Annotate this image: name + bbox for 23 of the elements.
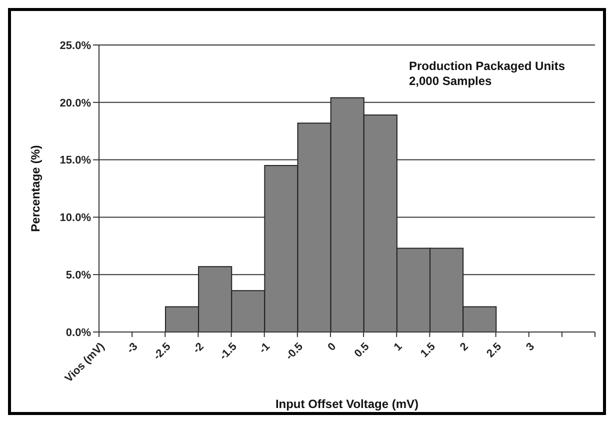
y-axis-title: Percentage (%) bbox=[28, 145, 42, 232]
annotation: Production Packaged Units bbox=[409, 59, 566, 74]
y-tick-label: 10.0% bbox=[60, 212, 92, 224]
x-tick-label: 2.5 bbox=[484, 340, 504, 360]
x-tick-label: 1.5 bbox=[418, 340, 438, 360]
x-tick-label: -3 bbox=[124, 340, 140, 356]
x-tick-label: -2 bbox=[190, 340, 206, 356]
x-tick-label: 2 bbox=[458, 340, 471, 354]
y-tick-label: 5.0% bbox=[66, 270, 92, 282]
annotation: 2,000 Samples bbox=[409, 74, 493, 89]
y-tick-label: 20.0% bbox=[60, 97, 92, 110]
x-tick-label: -2.5 bbox=[151, 340, 174, 363]
x-tick-label: 0.5 bbox=[352, 340, 372, 360]
x-tick-label: 1 bbox=[392, 340, 405, 354]
x-tick-label: -1.5 bbox=[217, 340, 240, 363]
y-tick-label: 0.0% bbox=[66, 326, 92, 339]
x-tick-label: -0.5 bbox=[284, 340, 306, 363]
x-axis-title: Input Offset Voltage (mV) bbox=[275, 397, 419, 411]
y-tick-label: 15.0% bbox=[60, 154, 92, 167]
x-tick-label: 3 bbox=[524, 340, 537, 354]
y-tick-label: 25.0% bbox=[60, 40, 92, 52]
x-tick-label: 0 bbox=[326, 340, 339, 354]
x-tick-label: -1 bbox=[257, 340, 272, 356]
